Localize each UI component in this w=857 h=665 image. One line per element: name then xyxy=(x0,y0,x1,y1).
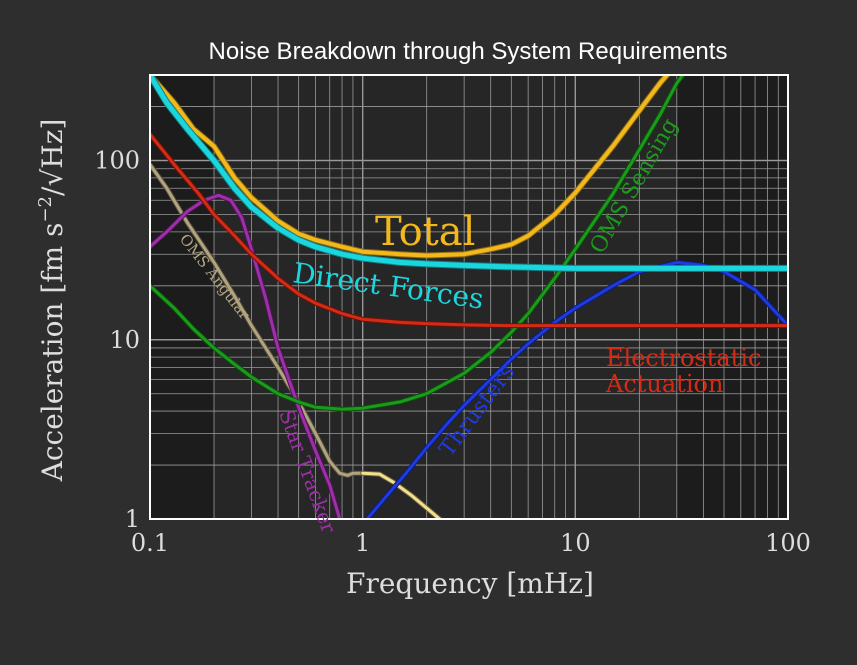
chart-title: Noise Breakdown through System Requireme… xyxy=(209,38,728,65)
x-tick-label: 100 xyxy=(765,529,811,557)
y-axis-label-exponent: −2 xyxy=(35,196,56,223)
curve-oms_sensing xyxy=(150,75,685,411)
curve-star_tracker xyxy=(150,193,342,519)
y-tick-labels: 1 10 100 xyxy=(94,147,140,533)
shaded-band-1 xyxy=(676,75,788,519)
label-total: Total xyxy=(375,209,475,255)
label-electrostatic-line1: Electrostatic xyxy=(606,344,761,372)
y-axis-label-main: Acceleration [fm s xyxy=(36,223,69,483)
y-tick-label: 1 xyxy=(125,505,140,533)
curve-direct xyxy=(150,75,788,271)
y-axis-label: Acceleration [fm s−2/√Hz] xyxy=(35,119,69,483)
x-tick-labels: 0.1 1 10 100 xyxy=(131,529,811,557)
curve-total xyxy=(150,75,670,258)
x-tick-label: 1 xyxy=(355,529,370,557)
curve-electrostatic xyxy=(150,132,788,328)
y-tick-label: 100 xyxy=(94,147,140,175)
x-tick-label: 0.1 xyxy=(131,529,169,557)
y-axis-label-end: /√Hz] xyxy=(36,119,69,196)
plot-frame xyxy=(149,74,789,520)
curve-yellow_tail xyxy=(361,471,442,519)
curves xyxy=(150,75,788,519)
x-tick-label: 10 xyxy=(560,529,591,557)
label-electrostatic-line2: Actuation xyxy=(605,370,723,398)
x-axis-label: Frequency [mHz] xyxy=(346,567,594,600)
y-tick-label: 10 xyxy=(109,326,140,354)
